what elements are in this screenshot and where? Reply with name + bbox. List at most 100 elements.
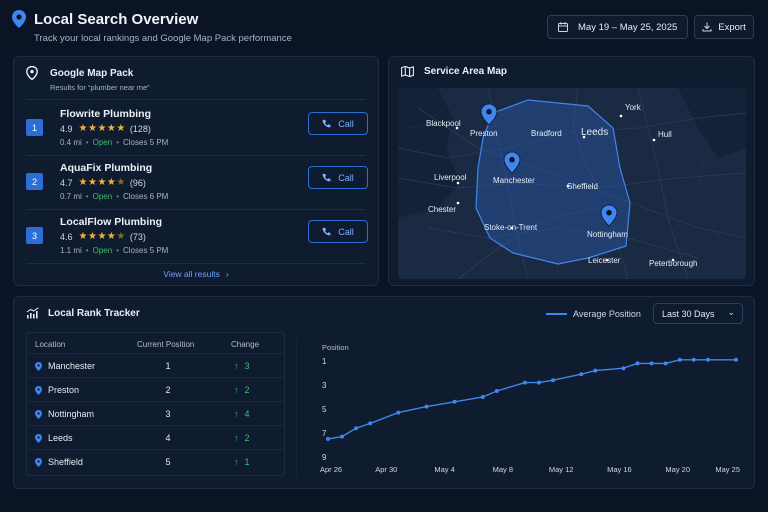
- call-label: Call: [338, 226, 354, 237]
- title-row: Local Search Overview: [12, 10, 198, 28]
- business-name[interactable]: AquaFix Plumbing: [60, 162, 153, 174]
- distance: 0.4 mi: [60, 138, 82, 147]
- data-point: [705, 357, 710, 362]
- open-status: Open: [92, 246, 113, 255]
- arrow-up-icon: ↑: [234, 457, 239, 467]
- data-point: [522, 380, 527, 385]
- service-area-map[interactable]: York Blackpool Preston Bradford Leeds Hu…: [398, 88, 746, 279]
- business-listing[interactable]: 2 AquaFix Plumbing 4.7 ★★★★★ (96) 0.7 mi…: [26, 156, 368, 208]
- page-title: Local Search Overview: [34, 10, 199, 28]
- location-name: Preston: [48, 385, 80, 395]
- rank-table: Location Current Position Change Manches…: [26, 332, 285, 476]
- meta-row: 1.1 mi • Open • Closes 5 PM: [60, 246, 168, 255]
- rank-badge: 1: [26, 119, 43, 136]
- change-cell: ↑ 2: [234, 385, 250, 395]
- separator-dot: •: [116, 192, 119, 201]
- legend-swatch: [546, 313, 567, 315]
- rank-tracker-header: Local Rank Tracker: [26, 307, 140, 319]
- map-pack-query: Results for “plumber near me”: [50, 83, 150, 92]
- business-listing[interactable]: 3 LocalFlow Plumbing 4.6 ★★★★★ (73) 1.1 …: [26, 210, 368, 262]
- business-listing[interactable]: 1 Flowrite Plumbing 4.9 ★★★★★ (128) 0.4 …: [26, 102, 368, 154]
- city-label-sheffield: Sheffield: [567, 182, 598, 191]
- call-button[interactable]: Call: [308, 166, 368, 189]
- chart-legend: Average Position: [546, 309, 641, 319]
- rank-tracker-card: Local Rank Tracker Average Position Last…: [13, 296, 755, 489]
- call-button[interactable]: Call: [308, 220, 368, 243]
- column-header-location: Location: [35, 340, 66, 349]
- rank-badge: 3: [26, 227, 43, 244]
- period-select[interactable]: Last 30 Days ⌄: [653, 303, 743, 324]
- table-row[interactable]: Manchester 1 ↑ 3: [27, 353, 284, 377]
- separator-dot: •: [116, 138, 119, 147]
- column-header-change: Change: [231, 340, 260, 349]
- data-point: [649, 361, 654, 366]
- map-icon: [401, 66, 414, 77]
- data-point: [677, 357, 682, 362]
- arrow-up-icon: ↑: [234, 409, 239, 419]
- city-label-blackpool: Blackpool: [426, 119, 461, 128]
- arrow-up-icon: ↑: [234, 433, 239, 443]
- rating-value: 4.7: [60, 177, 73, 188]
- change-cell: ↑ 3: [234, 361, 250, 371]
- table-row[interactable]: Preston 2 ↑ 2: [27, 377, 284, 401]
- data-point: [691, 357, 696, 362]
- change-value: 2: [244, 385, 250, 395]
- x-tick-label: May 20: [665, 465, 690, 474]
- chevron-down-icon: ⌄: [727, 307, 735, 317]
- y-axis-label: Position: [322, 343, 349, 352]
- city-label-nottingham: Nottingham: [587, 230, 628, 239]
- data-point: [621, 366, 626, 371]
- meta-row: 0.4 mi • Open • Closes 5 PM: [60, 138, 168, 147]
- data-point: [368, 421, 373, 426]
- change-cell: ↑ 4: [234, 409, 250, 419]
- separator-dot: •: [85, 246, 89, 255]
- y-tick-label: 7: [322, 429, 327, 438]
- change-cell: ↑ 1: [234, 457, 250, 467]
- location-name: Sheffield: [48, 457, 83, 467]
- data-point: [340, 434, 345, 439]
- map-pin-icon: [480, 103, 498, 126]
- review-count: (96): [129, 177, 146, 188]
- open-status: Open: [92, 192, 113, 201]
- change-value: 1: [244, 457, 250, 467]
- city-label-bradford: Bradford: [531, 129, 562, 138]
- table-row[interactable]: Nottingham 3 ↑ 4: [27, 401, 284, 425]
- location-pin-icon: [12, 10, 26, 28]
- closing-time: Closes 5 PM: [123, 138, 169, 147]
- data-point: [551, 378, 556, 383]
- chevron-right-icon: ›: [225, 269, 229, 279]
- map-header: Service Area Map: [401, 66, 507, 77]
- average-position-chart: Position 1 3 5 7 9 Apr 26 Apr 30 May 4 May 8 May 1…: [296, 337, 740, 477]
- view-all-label: View all results: [163, 269, 220, 279]
- arrow-up-icon: ↑: [234, 385, 239, 395]
- map-pin-icon: [600, 204, 618, 227]
- y-tick-label: 5: [322, 405, 327, 414]
- date-range-button[interactable]: May 19 – May 25, 2025: [547, 15, 688, 39]
- location-name: Manchester: [48, 361, 96, 371]
- rating-row: 4.9 ★★★★★ (128): [60, 123, 151, 134]
- location-cell: Preston: [35, 385, 79, 395]
- map-pin-icon: [503, 151, 521, 174]
- distance: 1.1 mi: [60, 246, 82, 255]
- data-point: [494, 389, 499, 393]
- city-label-preston: Preston: [470, 129, 498, 138]
- location-name: Nottingham: [48, 409, 95, 419]
- y-tick-label: 1: [322, 357, 327, 366]
- table-row[interactable]: Sheffield 5 ↑ 1: [27, 449, 284, 473]
- data-point: [635, 361, 640, 366]
- export-button[interactable]: Export: [694, 15, 754, 39]
- city-label-leicester: Leicester: [588, 256, 621, 265]
- city-label-manchester: Manchester: [493, 176, 535, 185]
- separator-dot: •: [85, 138, 89, 147]
- business-name[interactable]: LocalFlow Plumbing: [60, 216, 163, 228]
- business-name[interactable]: Flowrite Plumbing: [60, 108, 151, 120]
- data-point: [354, 426, 359, 431]
- data-point: [326, 437, 330, 441]
- location-cell: Nottingham: [35, 409, 94, 419]
- table-row[interactable]: Leeds 4 ↑ 2: [27, 425, 284, 449]
- current-position: 3: [165, 409, 171, 419]
- call-button[interactable]: Call: [308, 112, 368, 135]
- data-point: [424, 404, 429, 409]
- view-all-results-link[interactable]: View all results ›: [14, 269, 378, 279]
- change-value: 4: [244, 409, 250, 419]
